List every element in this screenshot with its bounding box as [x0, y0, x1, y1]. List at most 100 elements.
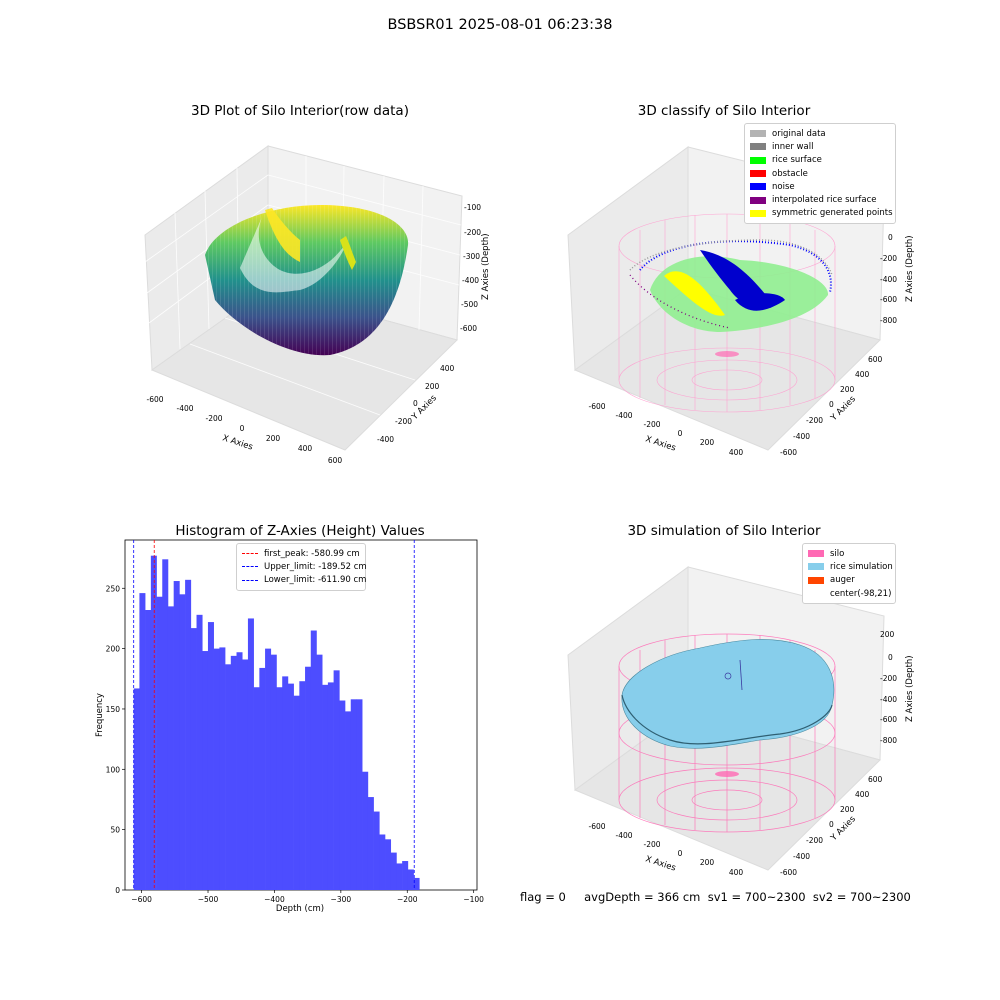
histogram-bar: [185, 579, 192, 890]
legend-item: symmetric generated points: [750, 207, 893, 220]
legend-item: auger: [808, 574, 890, 587]
histogram-bar: [265, 648, 272, 890]
histogram-bar: [385, 839, 392, 890]
histogram-bar: [327, 682, 334, 890]
histogram-bar: [145, 610, 152, 890]
legend-swatch: [808, 590, 824, 597]
histogram-bar: [282, 676, 289, 890]
legend-swatch: [750, 170, 766, 178]
histogram-bar: [310, 630, 317, 890]
histogram-bar: [219, 647, 226, 890]
simulation-legend: silo rice simulation auger center(-98,21…: [802, 543, 896, 605]
histogram-y-tick: 200: [106, 645, 121, 654]
raw-plot-title: 3D Plot of Silo Interior(row data): [191, 103, 409, 119]
histogram-bar: [259, 667, 266, 890]
histogram-x-tick: −100: [463, 895, 484, 904]
legend-swatch: [808, 576, 824, 584]
simulation-plot-title: 3D simulation of Silo Interior: [627, 523, 821, 539]
histogram-x-tick: −400: [264, 895, 285, 904]
histogram-bar: [350, 699, 357, 890]
classify-legend: original data inner wall rice surface ob…: [744, 123, 896, 225]
legend-item: Upper_limit: -189.52 cm: [242, 560, 367, 573]
histogram-bar: [333, 670, 340, 890]
histogram-bar: [396, 863, 403, 890]
histogram-bar: [402, 861, 409, 890]
legend-swatch: [750, 209, 766, 217]
histogram-bar: [202, 651, 209, 890]
histogram-bar: [322, 684, 329, 890]
status-footer: flag = 0 avgDepth = 366 cm sv1 = 700~230…: [520, 890, 911, 904]
histogram-title: Histogram of Z-Axies (Height) Values: [175, 523, 425, 539]
histogram-bar: [213, 648, 220, 890]
histogram-bar: [173, 581, 180, 890]
histogram-legend: first_peak: -580.99 cm Upper_limit: -189…: [236, 543, 367, 591]
legend-line: [242, 553, 258, 555]
legend-swatch: [750, 156, 766, 164]
histogram-x-tick: −200: [397, 895, 418, 904]
legend-item: first_peak: -580.99 cm: [242, 547, 360, 560]
histogram-y-tick: 250: [106, 584, 121, 593]
histogram-bar: [362, 771, 369, 890]
histogram-bar: [299, 681, 306, 890]
histogram-y-tick: 150: [106, 705, 121, 714]
histogram-y-tick: 50: [110, 826, 120, 835]
histogram-x-tick: −300: [331, 895, 352, 904]
legend-item: obstacle: [750, 167, 890, 180]
figure-suptitle: BSBSR01 2025-08-01 06:23:38: [387, 17, 613, 33]
legend-item: center(-98,21): [808, 587, 891, 600]
histogram-bar: [133, 688, 140, 890]
histogram-bar: [139, 593, 146, 890]
histogram-bar: [287, 683, 294, 890]
legend-swatch: [750, 130, 766, 138]
histogram-bar: [156, 596, 163, 890]
histogram-bar: [276, 687, 283, 890]
histogram-bar: [270, 654, 277, 890]
histogram-bar: [305, 666, 312, 890]
histogram-x-tick: −500: [198, 895, 219, 904]
legend-line: [242, 566, 258, 568]
histogram-bar: [373, 811, 380, 890]
legend-item: original data: [750, 127, 890, 140]
legend-line: [242, 579, 258, 581]
histogram-bar: [207, 622, 214, 890]
histogram-bar: [367, 797, 374, 890]
histogram-bar: [407, 869, 414, 890]
histogram-bar: [225, 664, 232, 890]
histogram-bar: [242, 659, 249, 890]
histogram-bar: [179, 594, 186, 890]
histogram-bar: [253, 687, 260, 890]
histogram-bar: [196, 614, 203, 890]
histogram-bar: [356, 699, 363, 890]
legend-item: rice simulation: [808, 560, 893, 573]
histogram-y-tick: 100: [106, 765, 121, 774]
histogram-bar: [230, 655, 237, 890]
histogram-bar: [316, 654, 323, 890]
histogram-bar: [236, 652, 243, 890]
classify-plot-title: 3D classify of Silo Interior: [637, 103, 811, 119]
legend-swatch: [808, 550, 824, 558]
legend-item: noise: [750, 180, 890, 193]
histogram-bar: [379, 834, 386, 890]
legend-swatch: [750, 183, 766, 191]
histogram-y-tick: 0: [115, 886, 120, 895]
legend-item: rice surface: [750, 154, 890, 167]
histogram-bar: [413, 877, 420, 890]
histogram-bar: [167, 606, 174, 890]
legend-item: inner wall: [750, 140, 890, 153]
histogram-x-tick: −600: [131, 895, 152, 904]
legend-item: Lower_limit: -611.90 cm: [242, 574, 366, 587]
histogram-bar: [293, 695, 300, 890]
histogram-bar: [162, 559, 169, 890]
legend-swatch: [808, 563, 824, 571]
histogram-y-label: Frequency: [95, 693, 105, 737]
legend-item: interpolated rice surface: [750, 193, 890, 206]
histogram-bar: [390, 852, 397, 890]
histogram-bar: [339, 700, 346, 890]
legend-swatch: [750, 143, 766, 151]
histogram-bar: [190, 628, 197, 890]
histogram-bar: [247, 618, 254, 890]
histogram-x-label: Depth (cm): [276, 904, 324, 914]
legend-swatch: [750, 196, 766, 204]
histogram-bar: [345, 711, 352, 890]
